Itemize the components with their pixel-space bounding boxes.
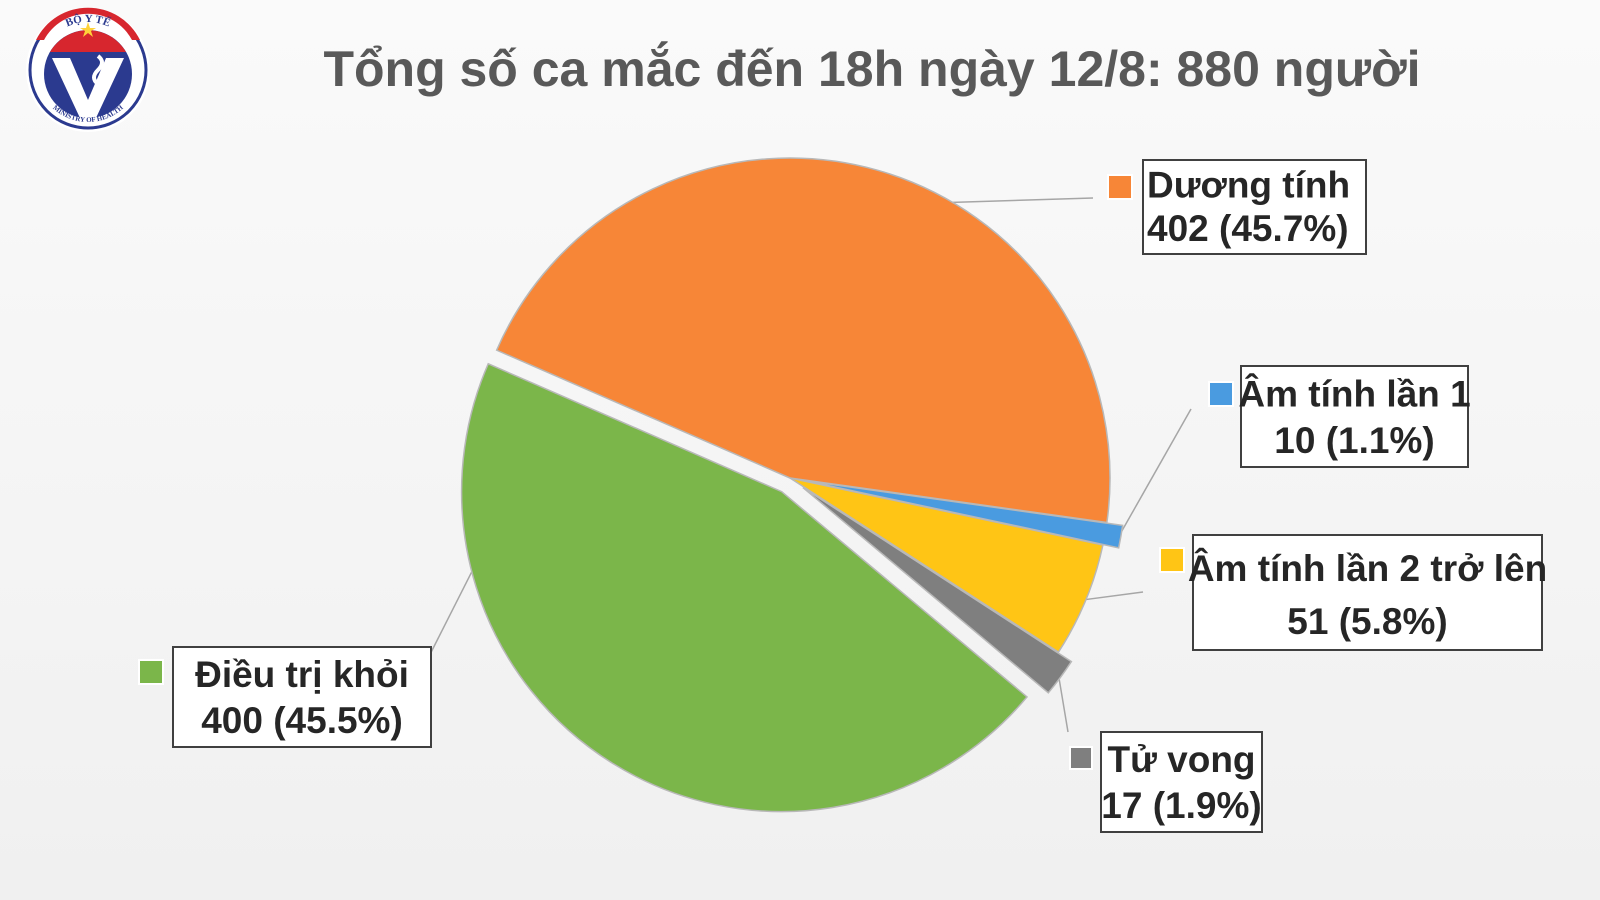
- chart-title: Tổng số ca mắc đến 18h ngày 12/8: 880 ng…: [323, 41, 1420, 97]
- slice-label-am-tinh-lan-1: Âm tính lần 1 10 (1.1%): [1208, 365, 1471, 468]
- slice-value: 17 (1.9%): [1101, 785, 1261, 826]
- legend-marker-duong-tinh: [1107, 174, 1133, 200]
- leader-line-am-tinh-lan-2: [1083, 591, 1144, 601]
- slice-value: 400 (45.5%): [201, 700, 403, 741]
- legend-marker-am-tinh-lan-1: [1208, 381, 1234, 407]
- slice-label-am-tinh-lan-2: Âm tính lần 2 trở lên 51 (5.8%): [1159, 534, 1547, 651]
- pie-slice-am-tinh-lan-1: [805, 480, 1124, 549]
- label-box: [1240, 365, 1469, 468]
- slice-name: Âm tính lần 1: [1238, 372, 1470, 414]
- pie-slice-duong-tinh: [495, 157, 1111, 524]
- slice-name: Dương tính: [1147, 165, 1350, 206]
- slice-name: Tử vong: [1107, 739, 1255, 780]
- slice-label-dieu-tri-khoi: Điều trị khỏi 400 (45.5%): [138, 646, 432, 748]
- slice-name: Âm tính lần 2 trở lên: [1188, 547, 1547, 589]
- slice-label-tu-vong: Tử vong 17 (1.9%): [1069, 731, 1263, 833]
- legend-marker-dieu-tri-khoi: [138, 659, 164, 685]
- legend-marker-tu-vong: [1069, 746, 1093, 770]
- slice-value: 10 (1.1%): [1274, 420, 1434, 461]
- pie-slice-am-tinh-lan-2: [789, 477, 1104, 654]
- logo-top-text: BỘ Y TẾ: [64, 12, 113, 29]
- label-box: [172, 646, 432, 748]
- slice-value: 402 (45.7%): [1147, 208, 1349, 249]
- label-box: [1100, 731, 1263, 833]
- pie-slices: [460, 157, 1124, 813]
- leader-line-tu-vong: [1057, 676, 1069, 733]
- label-box: [1142, 159, 1367, 255]
- slice-name: Điều trị khỏi: [195, 654, 409, 695]
- pie-slice-dieu-tri-khoi: [460, 362, 1029, 813]
- label-box: [1192, 534, 1543, 651]
- leader-line-am-tinh-lan-1: [1118, 408, 1192, 537]
- legend-marker-am-tinh-lan-2: [1159, 547, 1185, 573]
- slice-value: 51 (5.8%): [1287, 601, 1447, 642]
- pie-slice-tu-vong: [802, 486, 1073, 694]
- ministry-logo: BỘ Y TẾ MINISTRY OF HEALTH: [26, 7, 150, 132]
